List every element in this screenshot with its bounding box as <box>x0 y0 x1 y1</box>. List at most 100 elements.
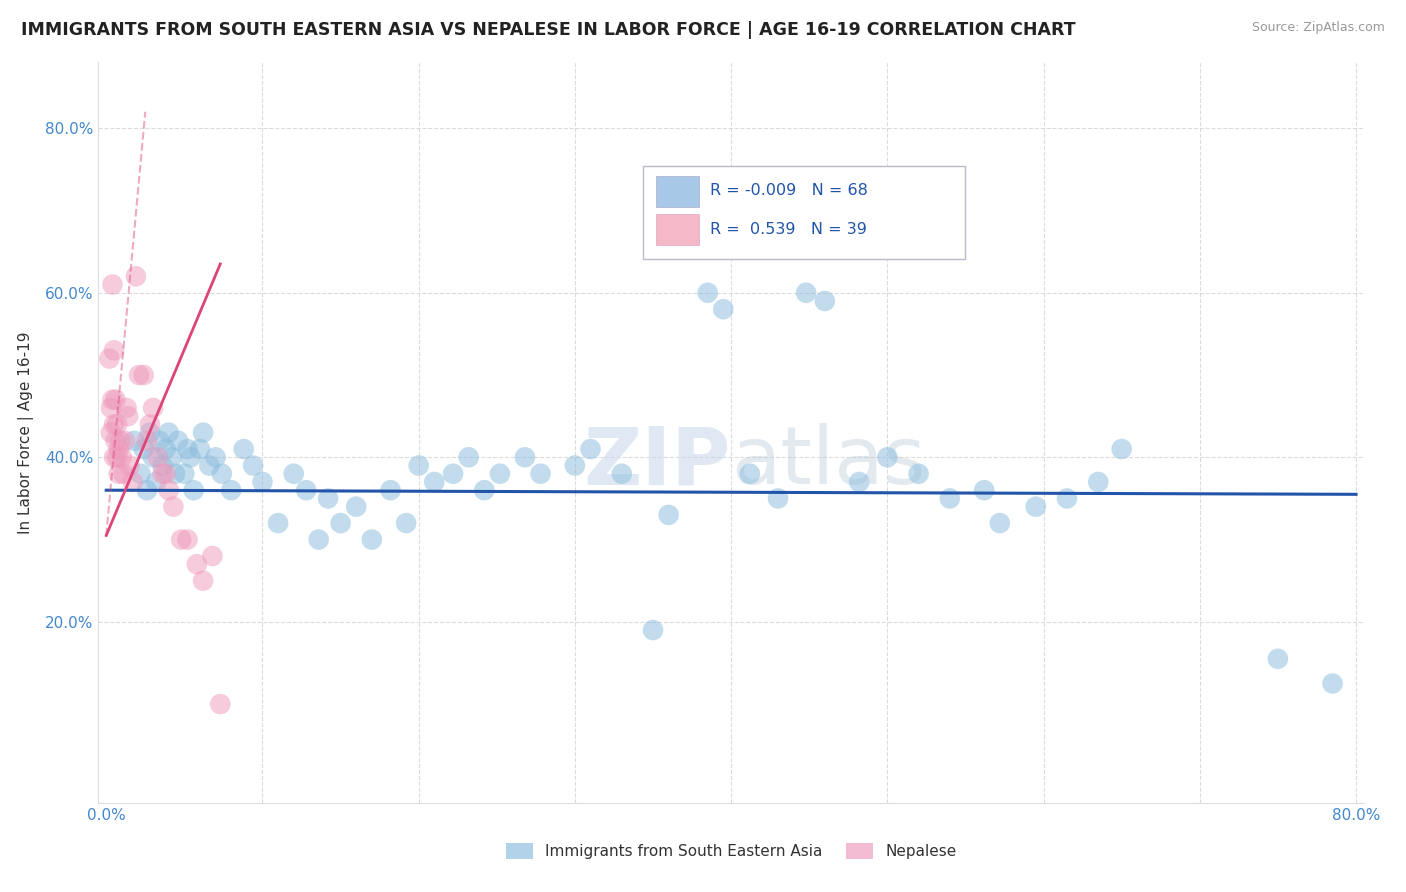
Point <box>814 293 837 308</box>
Point <box>610 467 633 481</box>
Point <box>160 450 183 465</box>
Point <box>408 458 430 473</box>
FancyBboxPatch shape <box>643 166 966 259</box>
Point <box>186 558 208 572</box>
Point <box>98 351 121 366</box>
Legend: Immigrants from South Eastern Asia, Nepalese: Immigrants from South Eastern Asia, Nepa… <box>499 838 963 865</box>
Point <box>132 442 155 456</box>
Text: R =  0.539   N = 39: R = 0.539 N = 39 <box>710 221 866 236</box>
Point <box>121 475 143 489</box>
Point <box>112 467 135 481</box>
Point <box>489 467 512 481</box>
Point <box>173 467 195 481</box>
Point <box>242 458 264 473</box>
Point <box>876 450 898 465</box>
Point <box>201 549 224 563</box>
Point <box>1322 676 1344 690</box>
Point <box>101 277 124 292</box>
Point <box>111 450 134 465</box>
Point <box>104 392 127 407</box>
Point <box>191 574 214 588</box>
Point <box>115 401 138 415</box>
Point <box>738 467 761 481</box>
Point <box>100 401 122 415</box>
Point <box>696 285 718 300</box>
Point <box>107 442 129 456</box>
Point <box>1056 491 1078 506</box>
Point <box>125 269 148 284</box>
Point <box>167 434 190 448</box>
Point <box>132 368 155 382</box>
Point <box>295 483 318 498</box>
Text: R = -0.009   N = 68: R = -0.009 N = 68 <box>710 183 868 198</box>
Point <box>104 434 127 448</box>
Point <box>176 533 198 547</box>
Point <box>283 467 305 481</box>
Point <box>529 467 551 481</box>
Point <box>103 417 125 432</box>
Point <box>117 409 139 424</box>
Text: atlas: atlas <box>731 423 925 501</box>
Point <box>329 516 352 530</box>
Point <box>308 533 330 547</box>
Point <box>183 483 205 498</box>
Point <box>128 368 150 382</box>
Point <box>142 401 165 415</box>
Point <box>191 425 214 440</box>
Point <box>176 442 198 456</box>
Point <box>316 491 339 506</box>
Y-axis label: In Labor Force | Age 16-19: In Labor Force | Age 16-19 <box>18 331 34 534</box>
Point <box>232 442 254 456</box>
Point <box>155 442 177 456</box>
Point <box>163 467 186 481</box>
Point <box>103 343 125 358</box>
Point <box>145 475 167 489</box>
Point <box>1267 652 1289 666</box>
Point <box>180 450 202 465</box>
Point <box>103 450 125 465</box>
Text: IMMIGRANTS FROM SOUTH EASTERN ASIA VS NEPALESE IN LABOR FORCE | AGE 16-19 CORREL: IMMIGRANTS FROM SOUTH EASTERN ASIA VS NE… <box>21 21 1076 38</box>
Point <box>101 392 124 407</box>
Point <box>155 467 177 481</box>
Point <box>641 623 664 637</box>
Point <box>252 475 274 489</box>
Point <box>157 483 180 498</box>
Point <box>360 533 382 547</box>
Point <box>267 516 290 530</box>
Point <box>124 434 146 448</box>
Point <box>1025 500 1047 514</box>
Point <box>139 425 162 440</box>
Point <box>162 500 184 514</box>
Point <box>711 302 734 317</box>
Point <box>1111 442 1133 456</box>
Point <box>513 450 536 465</box>
Point <box>157 425 180 440</box>
Point <box>658 508 681 522</box>
Point <box>152 458 174 473</box>
Point <box>380 483 402 498</box>
Point <box>794 285 817 300</box>
Point <box>1087 475 1109 489</box>
Point <box>118 458 141 473</box>
Point <box>211 467 233 481</box>
Point <box>204 450 226 465</box>
Point <box>148 434 170 448</box>
Point <box>219 483 242 498</box>
Text: Source: ZipAtlas.com: Source: ZipAtlas.com <box>1251 21 1385 34</box>
Point <box>139 417 162 432</box>
Point <box>152 467 174 481</box>
Point <box>973 483 995 498</box>
Point <box>395 516 418 530</box>
Point <box>441 467 464 481</box>
Point <box>939 491 962 506</box>
Point <box>146 450 169 465</box>
Point <box>907 467 929 481</box>
Point <box>170 533 193 547</box>
Point <box>107 467 129 481</box>
Point <box>129 467 152 481</box>
Point <box>457 450 479 465</box>
Point <box>105 450 128 465</box>
Point <box>188 442 211 456</box>
FancyBboxPatch shape <box>657 214 699 245</box>
Point <box>135 483 157 498</box>
